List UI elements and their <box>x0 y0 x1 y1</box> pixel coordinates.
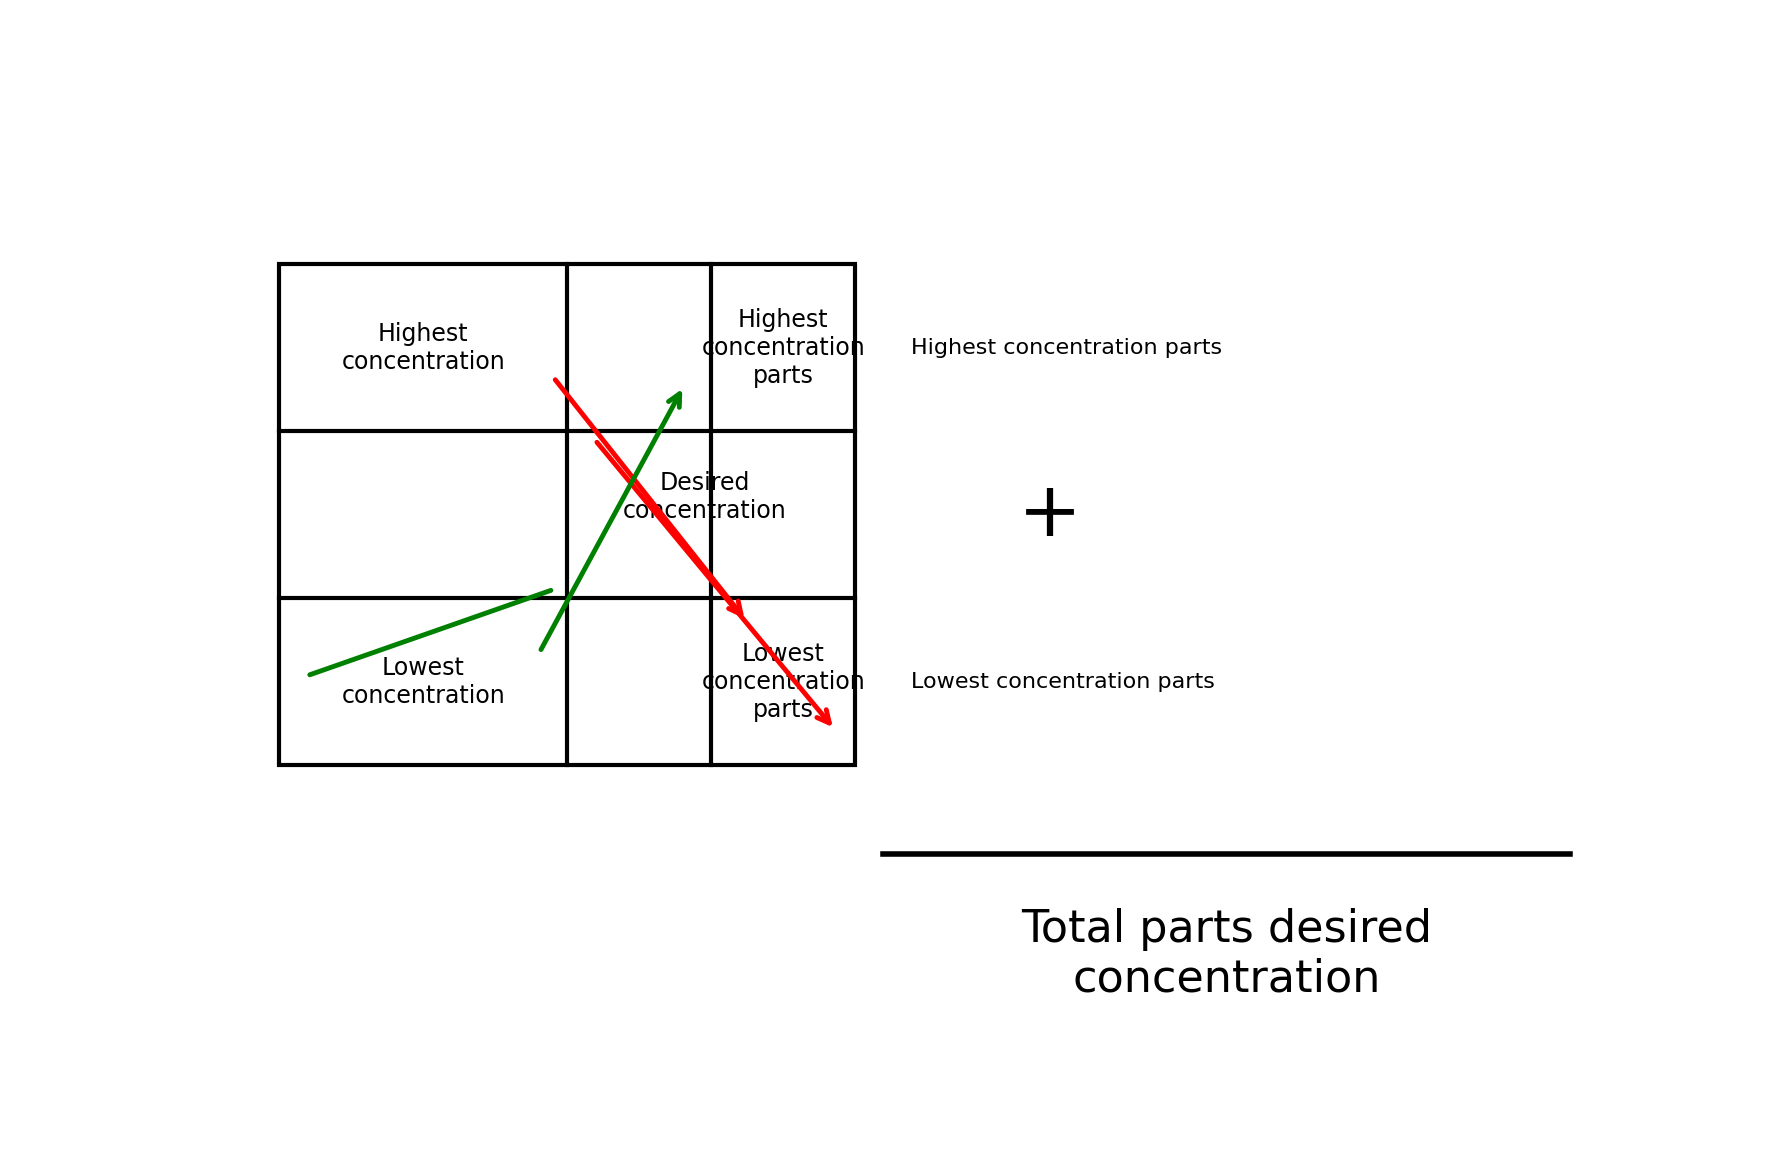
Text: +: + <box>1017 478 1082 551</box>
Bar <box>279 265 856 765</box>
Text: Lowest concentration parts: Lowest concentration parts <box>912 672 1214 692</box>
Text: Lowest
concentration
parts: Lowest concentration parts <box>702 642 865 721</box>
Text: Highest concentration parts: Highest concentration parts <box>912 338 1221 358</box>
Text: Highest
concentration: Highest concentration <box>342 322 505 374</box>
Text: Lowest
concentration: Lowest concentration <box>342 656 505 708</box>
Text: Desired
concentration: Desired concentration <box>623 471 786 522</box>
Text: Total parts desired
concentration: Total parts desired concentration <box>1021 908 1433 1001</box>
Text: Highest
concentration
parts: Highest concentration parts <box>702 308 865 388</box>
